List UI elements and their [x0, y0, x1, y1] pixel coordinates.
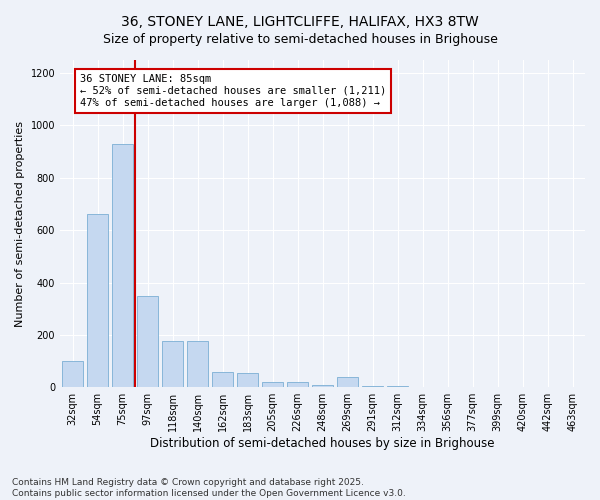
Bar [87, 214, 108, 387]
Bar [437, 386, 458, 387]
Text: 36, STONEY LANE, LIGHTCLIFFE, HALIFAX, HX3 8TW: 36, STONEY LANE, LIGHTCLIFFE, HALIFAX, H… [121, 15, 479, 29]
Bar [287, 382, 308, 387]
Bar [362, 386, 383, 387]
Text: Size of property relative to semi-detached houses in Brighouse: Size of property relative to semi-detach… [103, 32, 497, 46]
Bar [212, 372, 233, 387]
X-axis label: Distribution of semi-detached houses by size in Brighouse: Distribution of semi-detached houses by … [150, 437, 495, 450]
Bar [187, 342, 208, 387]
Bar [62, 361, 83, 387]
Bar [237, 373, 258, 387]
Bar [412, 386, 433, 387]
Bar [162, 342, 183, 387]
Y-axis label: Number of semi-detached properties: Number of semi-detached properties [15, 120, 25, 326]
Bar [262, 382, 283, 387]
Bar [312, 384, 333, 387]
Bar [137, 296, 158, 387]
Text: 36 STONEY LANE: 85sqm
← 52% of semi-detached houses are smaller (1,211)
47% of s: 36 STONEY LANE: 85sqm ← 52% of semi-deta… [80, 74, 386, 108]
Bar [387, 386, 408, 387]
Bar [337, 376, 358, 387]
Bar [112, 144, 133, 387]
Text: Contains HM Land Registry data © Crown copyright and database right 2025.
Contai: Contains HM Land Registry data © Crown c… [12, 478, 406, 498]
